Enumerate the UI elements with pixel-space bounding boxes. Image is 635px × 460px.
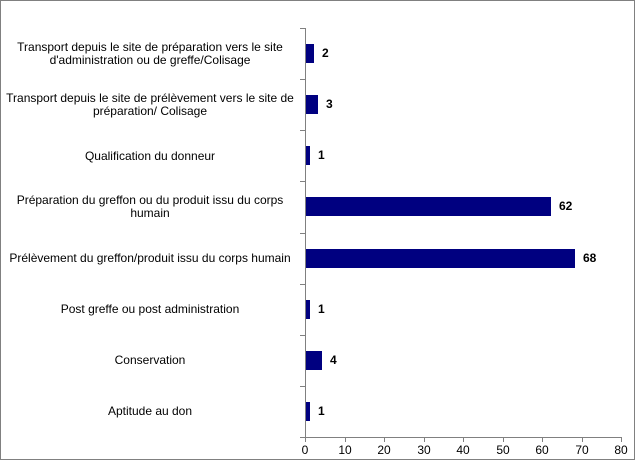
y-tick xyxy=(300,28,305,29)
x-tick-label: 10 xyxy=(338,443,352,457)
data-label: 1 xyxy=(318,404,325,418)
x-tick-label: 20 xyxy=(377,443,391,457)
y-tick xyxy=(300,437,305,438)
x-tick xyxy=(345,437,346,442)
category-label: Transport depuis le site de préparation … xyxy=(2,34,298,74)
y-tick xyxy=(300,284,305,285)
y-tick xyxy=(300,181,305,182)
category-label-line: humain xyxy=(130,206,170,220)
x-tick-label: 60 xyxy=(535,443,549,457)
category-label: Aptitude au don xyxy=(2,391,298,431)
y-axis xyxy=(305,28,306,438)
data-label: 2 xyxy=(322,46,329,60)
x-tick-label: 50 xyxy=(496,443,510,457)
category-label-line: préparation/ Colisage xyxy=(92,104,208,118)
y-tick xyxy=(300,386,305,387)
x-tick xyxy=(305,437,306,442)
y-tick xyxy=(300,130,305,131)
bar[interactable] xyxy=(306,95,318,114)
bar[interactable] xyxy=(306,197,551,216)
category-label: Prélèvement du greffon/produit issu du c… xyxy=(2,238,298,278)
bar[interactable] xyxy=(306,146,310,165)
x-tick-label: 70 xyxy=(575,443,589,457)
category-label-line: Aptitude au don xyxy=(107,403,193,418)
x-tick xyxy=(542,437,543,442)
data-label: 62 xyxy=(559,199,573,213)
x-tick xyxy=(503,437,504,442)
bar[interactable] xyxy=(306,44,314,63)
category-label: Qualification du donneur xyxy=(2,136,298,176)
data-label: 1 xyxy=(318,302,325,316)
bar[interactable] xyxy=(306,249,575,268)
category-label: Conservation xyxy=(2,340,298,380)
category-label: Préparation du greffon ou du produit iss… xyxy=(2,187,298,227)
y-tick xyxy=(300,335,305,336)
x-tick xyxy=(384,437,385,442)
x-tick-label: 0 xyxy=(301,443,309,457)
data-label: 3 xyxy=(326,97,333,111)
category-label: Post greffe ou post administration xyxy=(2,289,298,329)
x-tick xyxy=(582,437,583,442)
x-tick xyxy=(621,437,622,442)
category-label: Transport depuis le site de prélèvement … xyxy=(2,85,298,125)
x-tick-label: 30 xyxy=(417,443,431,457)
category-label-line: Transport depuis le site de prélèvement … xyxy=(6,91,294,105)
category-label-line: Préparation du greffon ou du produit iss… xyxy=(16,193,284,207)
x-tick-label: 80 xyxy=(614,443,628,457)
data-label: 1 xyxy=(318,148,325,162)
category-label-line: Conservation xyxy=(114,352,186,367)
x-tick-label: 40 xyxy=(456,443,470,457)
plot-area xyxy=(305,28,621,437)
x-tick xyxy=(424,437,425,442)
category-label-line: Qualification du donneur xyxy=(84,148,216,163)
bar[interactable] xyxy=(306,300,310,319)
category-label-line: d'administration ou de greffe/Colisage xyxy=(49,53,251,67)
category-label-line: Transport depuis le site de préparation … xyxy=(17,40,283,54)
bar[interactable] xyxy=(306,402,310,421)
bar[interactable] xyxy=(306,351,322,370)
x-tick xyxy=(463,437,464,442)
y-tick xyxy=(300,79,305,80)
data-label: 4 xyxy=(330,353,337,367)
category-label-line: Prélèvement du greffon/produit issu du c… xyxy=(9,250,291,265)
data-label: 68 xyxy=(583,251,597,265)
category-label-line: Post greffe ou post administration xyxy=(60,301,240,316)
y-tick xyxy=(300,233,305,234)
